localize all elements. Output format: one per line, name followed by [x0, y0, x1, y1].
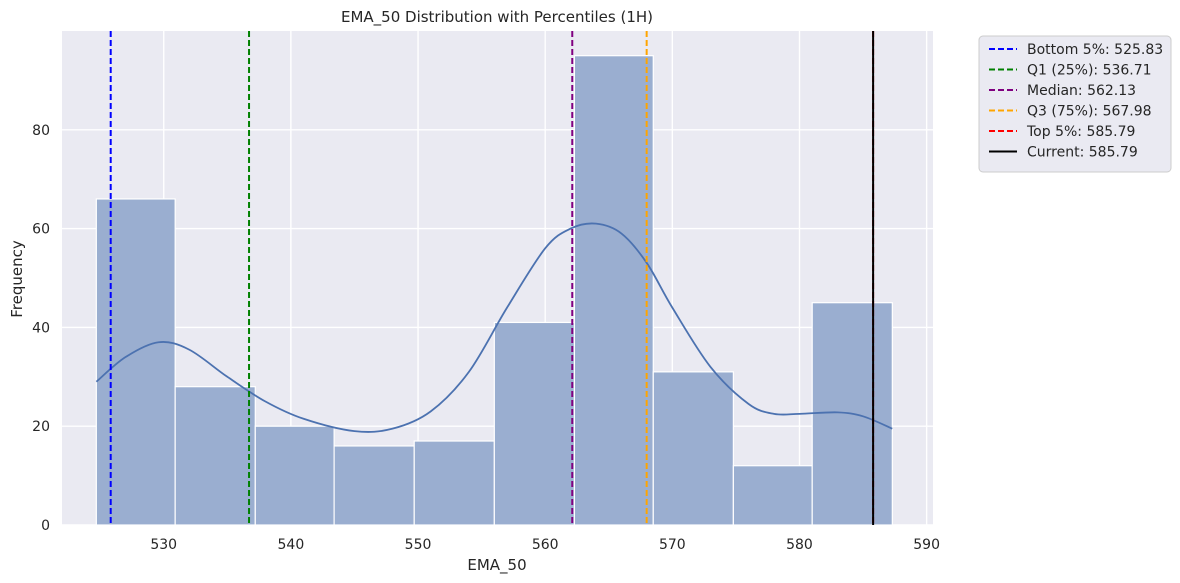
x-tick-label: 550	[405, 537, 432, 553]
legend-entry: Median: 562.13	[1027, 83, 1136, 99]
histogram-bar	[413, 440, 495, 526]
x-tick-label: 560	[532, 537, 559, 553]
reference-lines	[109, 31, 875, 525]
x-tick-label: 590	[913, 537, 940, 553]
kde-layer	[95, 222, 893, 433]
histogram-bar	[333, 445, 415, 526]
histogram-bar	[732, 465, 813, 526]
legend: Bottom 5%: 525.83 Q1 (25%): 536.71 Median:…	[978, 35, 1172, 173]
y-tick-label: 20	[32, 419, 50, 435]
x-tick-label: 580	[786, 537, 813, 553]
legend-entry: Top 5%: 585.79	[1026, 124, 1135, 140]
x-tick-label: 570	[659, 537, 686, 553]
histogram-bar	[573, 55, 654, 526]
legend-entry: Current: 585.79	[1027, 145, 1138, 161]
x-axis-label: EMA_50	[467, 556, 526, 575]
histogram-bar	[652, 371, 734, 526]
legend-box	[978, 35, 1172, 173]
x-axis-ticks: 530 540 550 560 570 580 590	[150, 537, 940, 553]
histogram-bar	[493, 321, 576, 526]
legend-entry: Q3 (75%): 567.98	[1027, 104, 1152, 120]
histogram-bar	[254, 425, 335, 526]
histogram-bars	[95, 55, 893, 526]
y-axis-label: Frequency	[8, 240, 26, 318]
y-tick-label: 80	[32, 123, 50, 139]
chart-title: EMA_50 Distribution with Percentiles (1H…	[341, 8, 653, 27]
y-tick-label: 40	[32, 320, 50, 336]
histogram-bar	[95, 198, 176, 526]
histogram-bar	[174, 386, 256, 526]
x-tick-label: 540	[278, 537, 305, 553]
x-tick-label: 530	[150, 537, 177, 553]
y-tick-label: 0	[41, 518, 50, 534]
y-axis-ticks: 0 20 40 60 80	[32, 123, 50, 534]
y-tick-label: 60	[32, 222, 50, 238]
legend-entry: Bottom 5%: 525.83	[1027, 42, 1163, 58]
kde-curve	[95, 222, 893, 433]
legend-entry: Q1 (25%): 536.71	[1027, 63, 1152, 79]
